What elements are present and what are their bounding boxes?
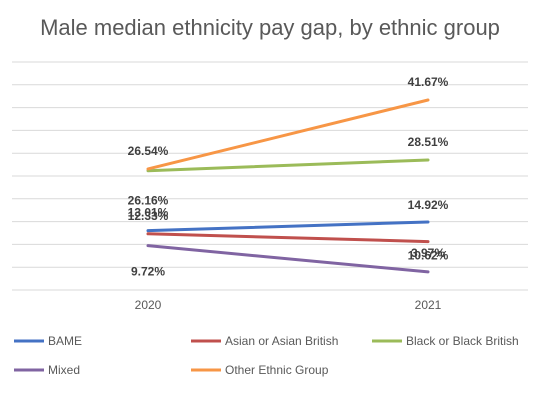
x-axis-ticks: 2020 2021 xyxy=(135,298,442,312)
chart-title: Male median ethnicity pay gap, by ethnic… xyxy=(40,15,500,40)
data-label: 9.72% xyxy=(131,265,165,279)
data-label: 26.54% xyxy=(128,144,169,158)
legend-entry: BAME xyxy=(48,334,82,348)
data-label: 41.67% xyxy=(408,75,449,89)
legend-entry: Other Ethnic Group xyxy=(225,363,329,377)
series-line xyxy=(146,244,430,274)
legend-entry: Black or Black British xyxy=(406,334,519,348)
series-line xyxy=(146,220,430,233)
data-label: 10.62% xyxy=(408,249,449,263)
series-line xyxy=(146,98,430,171)
data-label: 26.16% xyxy=(128,194,169,208)
x-tick-label: 2020 xyxy=(135,298,162,312)
series-line xyxy=(146,158,430,173)
series-lines xyxy=(146,98,430,274)
data-labels: 13.01% 14.92% 12.33% 10.62% 26.16% 28.51% 9.72… xyxy=(128,75,449,279)
legend-entry: Asian or Asian British xyxy=(225,334,338,348)
legend: BAME Asian or Asian British Black or Black… xyxy=(14,334,519,377)
data-label: 13.01% xyxy=(128,206,169,220)
data-label: 12.33% xyxy=(128,209,169,223)
legend-entry: Mixed xyxy=(48,363,80,377)
x-tick-label: 2021 xyxy=(415,298,442,312)
data-label: 14.92% xyxy=(408,198,449,212)
gridlines xyxy=(12,61,528,291)
data-label: 28.51% xyxy=(408,135,449,149)
series-line xyxy=(146,232,430,244)
data-label: 3.97% xyxy=(411,246,445,260)
